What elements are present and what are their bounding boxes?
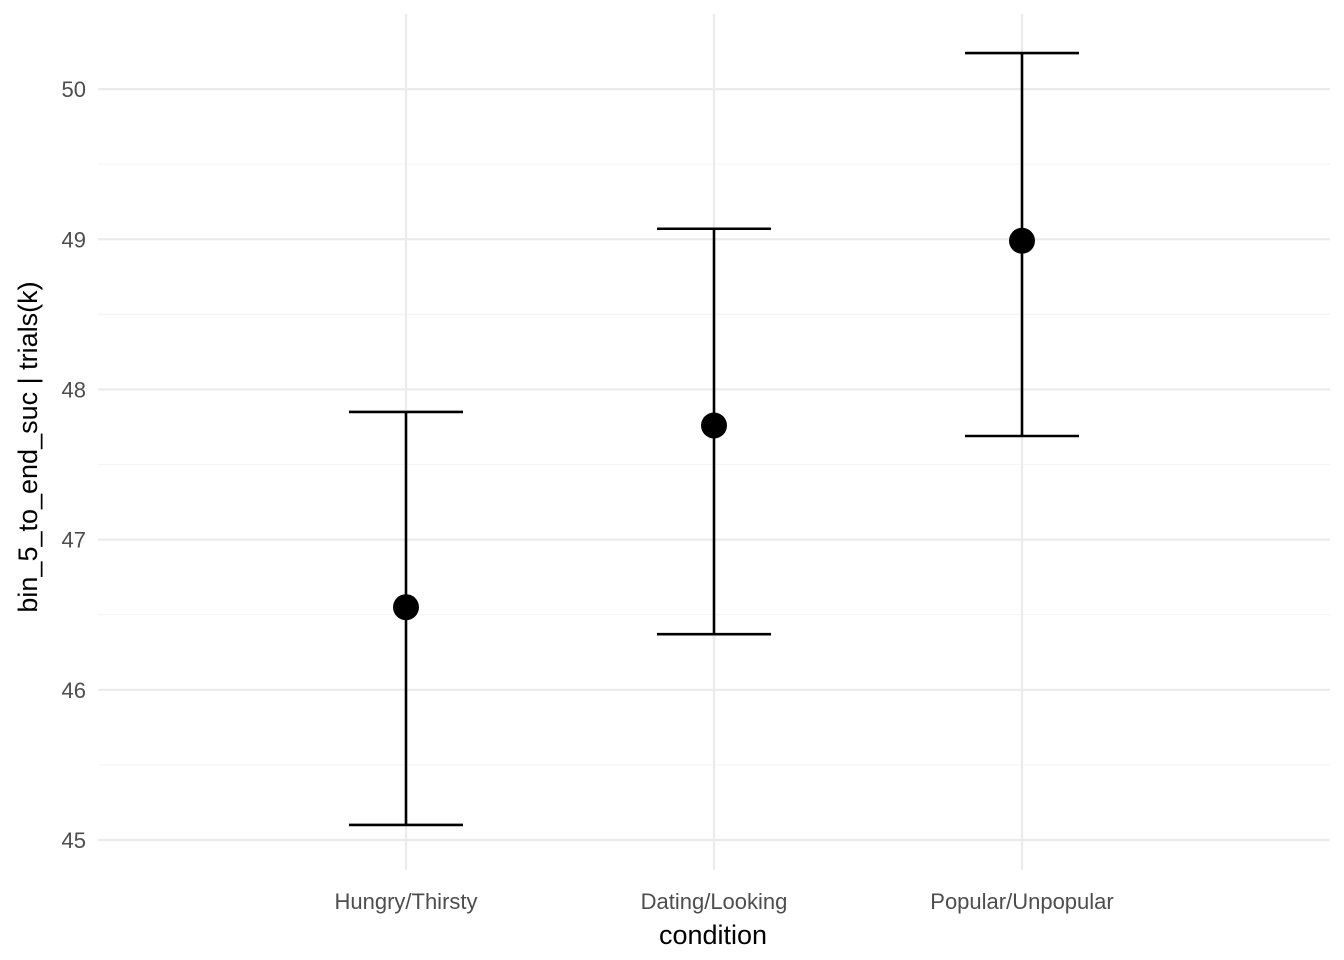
data-point xyxy=(1009,227,1035,254)
x-tick-label: Popular/Unpopular xyxy=(930,889,1113,914)
y-axis-title: bin_5_to_end_suc | trials(k) xyxy=(13,281,43,612)
points xyxy=(393,227,1035,621)
x-tick-labels: Hungry/Thirsty Dating/Looking Popular/Unpo… xyxy=(334,889,1113,914)
y-tick-label: 47 xyxy=(62,528,86,553)
y-tick-label: 46 xyxy=(62,678,86,703)
y-tick-label: 48 xyxy=(62,377,86,402)
x-tick-label: Dating/Looking xyxy=(641,889,788,914)
y-tick-label: 45 xyxy=(62,828,86,853)
x-axis-title: condition xyxy=(659,920,767,950)
data-point xyxy=(701,412,727,439)
y-tick-label: 50 xyxy=(62,77,86,102)
y-tick-label: 49 xyxy=(62,227,86,252)
y-tick-labels: 45 46 47 48 49 50 xyxy=(62,77,86,853)
data-point xyxy=(393,594,419,621)
x-tick-label: Hungry/Thirsty xyxy=(334,889,477,914)
